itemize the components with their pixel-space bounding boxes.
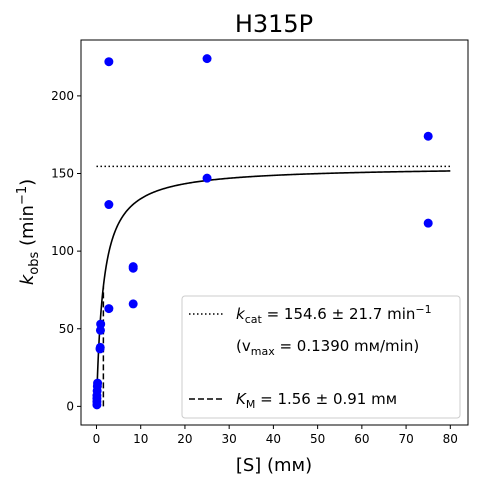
data-point — [95, 342, 105, 352]
x-tick-label: 10 — [133, 432, 148, 446]
y-tick-label: 150 — [51, 167, 74, 181]
legend-box — [181, 295, 461, 419]
fit-layer — [95, 165, 451, 407]
x-tick-label: 30 — [222, 432, 237, 446]
data-point — [96, 319, 106, 329]
legend: kcat = 154.6 ± 21.7 min−1 (vmax = 0.1390… — [181, 295, 461, 419]
data-point — [104, 304, 114, 314]
data-point — [202, 54, 212, 64]
x-tick-label: 70 — [398, 432, 413, 446]
axis-ticks: 0 10 20 30 40 50 60 70 80 0 50 100 150 200 — [51, 89, 458, 446]
legend-kcat-text: kcat = 154.6 ± 21.7 min−1 — [236, 303, 432, 326]
x-tick-label: 0 — [93, 432, 101, 446]
x-tick-label: 80 — [443, 432, 458, 446]
y-tick-label: 0 — [66, 399, 74, 413]
data-point — [423, 218, 433, 228]
y-tick-label: 200 — [51, 89, 74, 103]
fit-curve — [95, 170, 451, 407]
x-tick-label: 60 — [354, 432, 369, 446]
x-tick-label: 20 — [177, 432, 192, 446]
data-point — [104, 57, 114, 67]
data-point — [202, 173, 212, 183]
data-point — [93, 378, 103, 388]
data-point — [423, 131, 433, 141]
legend-km-text: KM = 1.56 ± 0.91 mм — [236, 390, 397, 411]
data-points — [92, 54, 433, 410]
x-tick-label: 40 — [266, 432, 281, 446]
y-axis-label: kobs (min−1) — [15, 179, 42, 285]
legend-vmax-text: (vmax = 0.1390 mм/min) — [236, 337, 419, 358]
y-tick-label: 50 — [59, 322, 74, 336]
x-axis-label: [S] (mм) — [236, 455, 312, 476]
y-tick-label: 100 — [51, 244, 74, 258]
data-point — [104, 200, 114, 210]
chart-title: H315P — [235, 10, 313, 38]
data-point — [128, 299, 138, 309]
plot-frame — [80, 39, 469, 426]
data-point — [128, 263, 138, 273]
x-tick-label: 50 — [310, 432, 325, 446]
